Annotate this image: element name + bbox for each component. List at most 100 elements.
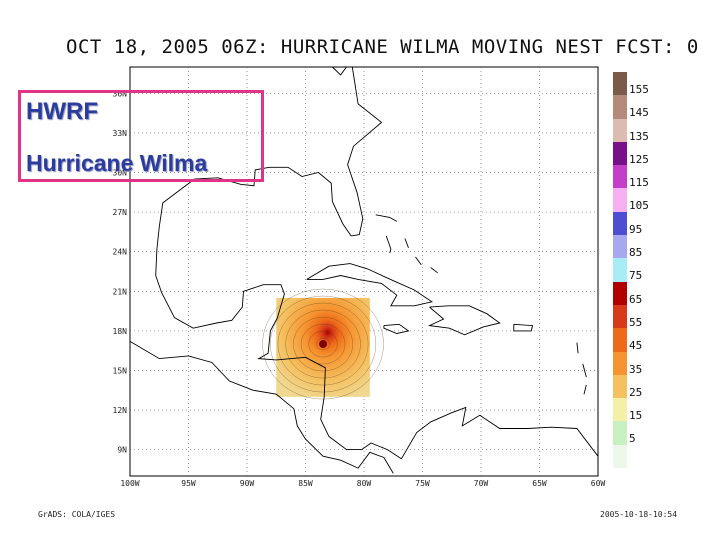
colorbar-swatch — [613, 351, 627, 375]
colorbar-swatch — [613, 141, 627, 166]
colorbar-level: 75 — [613, 258, 703, 283]
colorbar-label: 135 — [629, 129, 649, 143]
lon-tick-label: 85W — [298, 479, 313, 488]
lat-tick-label: 24N — [113, 248, 128, 257]
lat-tick-label: 36N — [113, 89, 128, 98]
colorbar-swatch — [613, 444, 627, 469]
colorbar-swatch — [613, 281, 627, 305]
coastline — [155, 66, 599, 460]
lon-tick-label: 90W — [240, 479, 255, 488]
footer-timestamp: 2005-10-18-10:54 — [600, 510, 678, 519]
wind-contour — [270, 295, 377, 393]
coastline — [427, 305, 501, 336]
colorbar-swatch — [613, 72, 627, 96]
colorbar-level: 115 — [613, 165, 703, 190]
overlay-storm-name: Hurricane Wilma — [26, 150, 208, 176]
lat-tick-label: 9N — [117, 446, 127, 455]
wind-contour — [316, 337, 330, 351]
lat-tick-label: 30N — [113, 169, 128, 178]
coastline — [582, 363, 587, 378]
lon-tick-label: 65W — [532, 479, 547, 488]
colorbar-label: 35 — [629, 362, 643, 376]
colorbar-label: 85 — [629, 246, 643, 260]
lat-tick-label: 15N — [113, 366, 128, 375]
colorbar-label: 155 — [629, 83, 649, 96]
lon-tick-label: 80W — [357, 479, 372, 488]
lat-tick-label: 12N — [113, 406, 128, 415]
colorbar-label: 65 — [629, 292, 643, 306]
colorbar-label: 125 — [629, 152, 649, 166]
lat-tick-label: 33N — [113, 129, 128, 138]
lat-tick-label: 27N — [113, 208, 128, 217]
lat-tick-label: 18N — [113, 327, 128, 336]
colorbar-swatch — [613, 398, 627, 422]
colorbar-label: 115 — [629, 176, 649, 190]
wind-contour — [293, 316, 353, 372]
colorbar-level: 5 — [613, 421, 703, 446]
colorbar-level: 105 — [613, 188, 703, 213]
wind-contour — [262, 288, 384, 400]
storm-center-marker — [319, 340, 328, 349]
coastline — [306, 263, 434, 307]
colorbar-label: 45 — [629, 339, 643, 353]
colorbar-level — [613, 444, 703, 469]
colorbar-level: 35 — [613, 351, 703, 376]
colorbar-swatch — [613, 258, 627, 282]
footer-software-credit: GrADS: COLA/IGES — [38, 510, 116, 519]
colorbar-swatch — [613, 165, 627, 189]
lon-tick-label: 95W — [181, 479, 196, 488]
wind-contour — [285, 309, 361, 379]
lon-tick-label: 70W — [474, 479, 489, 488]
colorbar-label: 15 — [629, 409, 643, 423]
colorbar-swatch — [613, 374, 627, 399]
overlay-model-name: HWRF — [26, 98, 98, 125]
colorbar-level: 125 — [613, 141, 703, 166]
colorbar-level: 15 — [613, 398, 703, 423]
colorbar-label: 25 — [629, 385, 643, 399]
colorbar-level: 45 — [613, 328, 703, 353]
wind-contour — [308, 330, 338, 358]
colorbar-level: 55 — [613, 304, 703, 329]
coastline — [513, 323, 534, 332]
coastline — [430, 267, 438, 274]
colorbar-swatch — [613, 118, 627, 142]
coastline — [332, 66, 347, 76]
colorbar-label: 145 — [629, 106, 649, 120]
colorbar-swatch — [613, 421, 627, 445]
colorbar-level: 65 — [613, 281, 703, 306]
overlay-frame — [18, 90, 264, 182]
wind-contour — [300, 323, 346, 365]
lon-tick-label: 60W — [591, 479, 606, 488]
colorbar-level: 135 — [613, 118, 703, 143]
colorbar-swatch — [613, 304, 627, 329]
colorbar-swatch — [613, 188, 627, 212]
colorbar-legend: 155 145 135 125 115 105 95 85 75 65 55 45 35 25 15 5 — [613, 72, 703, 469]
colorbar-level: 25 — [613, 374, 703, 399]
colorbar-label: 55 — [629, 315, 643, 329]
colorbar-level: 85 — [613, 235, 703, 260]
coastline — [576, 342, 579, 354]
wind-contour — [277, 302, 369, 386]
colorbar-label: 105 — [629, 199, 649, 213]
coastline — [404, 238, 409, 248]
coastline — [583, 384, 587, 395]
lat-tick-label: 21N — [113, 287, 128, 296]
map-title: OCT 18, 2005 06Z: HURRICANE WILMA MOVING… — [66, 36, 699, 58]
colorbar-level: 145 — [613, 95, 703, 120]
colorbar-swatch — [613, 95, 627, 119]
colorbar-level: 95 — [613, 211, 703, 236]
colorbar-label: 75 — [629, 269, 643, 283]
colorbar-label: 5 — [629, 432, 636, 446]
colorbar-swatch — [613, 328, 627, 352]
coastline — [383, 323, 410, 334]
colorbar-swatch — [613, 211, 627, 236]
lon-tick-label: 75W — [415, 479, 430, 488]
coastline — [375, 214, 398, 222]
coastline — [415, 256, 422, 266]
colorbar-label: 95 — [629, 222, 643, 236]
coastline — [129, 341, 394, 474]
coastline — [385, 235, 392, 254]
colorbar-level: 155 — [613, 72, 703, 96]
lon-tick-label: 100W — [120, 479, 139, 488]
